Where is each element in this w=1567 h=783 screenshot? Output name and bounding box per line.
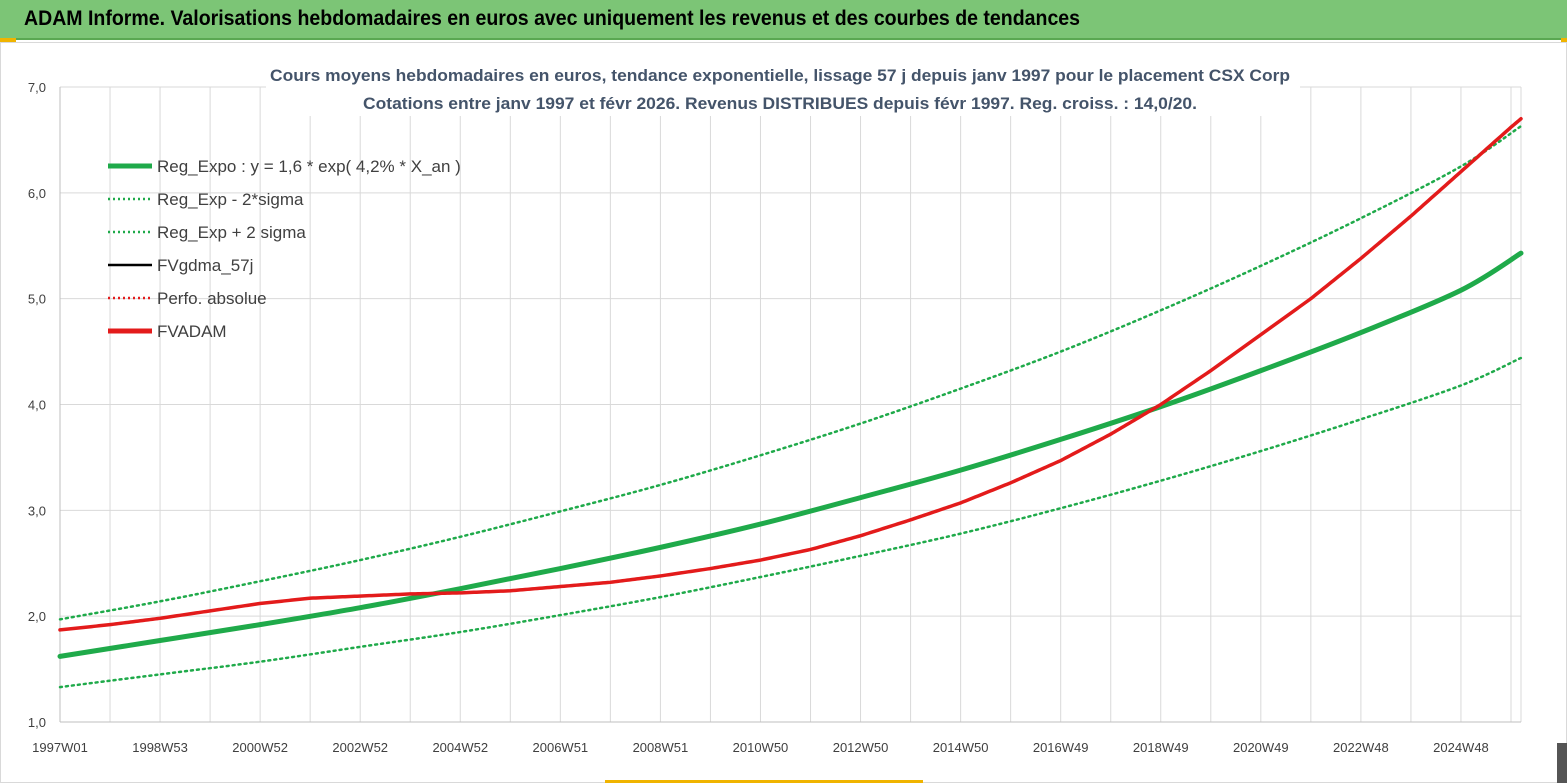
series-line-reg-exp-minus-2-sigma (58, 356, 1523, 689)
x-tick-label: 2006W51 (533, 740, 589, 755)
x-tick-label: 2022W48 (1333, 740, 1389, 755)
x-tick-label: 1998W53 (132, 740, 188, 755)
x-tick-label: 2024W48 (1433, 740, 1489, 755)
chart-title-background (266, 62, 1300, 116)
legend-label: FVADAM (157, 322, 227, 341)
y-tick-label: 1,0 (28, 715, 46, 730)
accent-mark-top-left (0, 38, 16, 42)
chart-frame (0, 42, 1567, 783)
page-title: ADAM Informe. Valorisations hebdomadaire… (24, 7, 1081, 30)
x-tick-label: 2004W52 (432, 740, 488, 755)
x-tick-label: 2016W49 (1033, 740, 1089, 755)
x-tick-label: 2008W51 (633, 740, 689, 755)
accent-mark-bottom (605, 780, 923, 783)
legend-label: Perfo. absolue (157, 289, 267, 308)
chart-title-line-1: Cours moyens hebdomadaires en euros, ten… (270, 66, 1290, 85)
grid-layer (59, 86, 1522, 723)
x-tick-label: 2014W50 (933, 740, 989, 755)
x-tick-label: 2010W50 (733, 740, 789, 755)
x-tick-label: 2012W50 (833, 740, 889, 755)
x-tick-label: 2020W49 (1233, 740, 1289, 755)
legend: Reg_Expo : y = 1,6 * exp( 4,2% * X_an ) R… (108, 157, 461, 341)
accent-mark-bottom-right (1557, 743, 1567, 783)
legend-label: Reg_Expo : y = 1,6 * exp( 4,2% * X_an ) (157, 157, 461, 176)
legend-label: Reg_Exp + 2 sigma (157, 223, 306, 242)
legend-label: FVgdma_57j (157, 256, 253, 275)
series-line-reg-exp-plus-2-sigma (58, 124, 1523, 621)
y-tick-label: 7,0 (28, 80, 46, 95)
ticks-layer: 1,0 2,0 3,0 4,0 5,0 6,0 7,0 1997W01 1998W53 2000W… (28, 80, 1489, 755)
x-tick-label: 2000W52 (232, 740, 288, 755)
header-banner: ADAM Informe. Valorisations hebdomadaire… (0, 0, 1567, 40)
x-tick-label: 2018W49 (1133, 740, 1189, 755)
y-tick-label: 6,0 (28, 186, 46, 201)
y-tick-label: 2,0 (28, 609, 46, 624)
series-line-fvadam (58, 117, 1523, 632)
y-tick-label: 4,0 (28, 398, 46, 413)
series-line-reg-expo (57, 250, 1524, 659)
legend-label: Reg_Exp - 2*sigma (157, 190, 304, 209)
x-tick-label: 1997W01 (32, 740, 88, 755)
series-layer (57, 117, 1524, 689)
chart-title-line-2: Cotations entre janv 1997 et févr 2026. … (363, 94, 1197, 113)
x-tick-label: 2002W52 (332, 740, 388, 755)
y-tick-label: 3,0 (28, 503, 46, 518)
y-tick-label: 5,0 (28, 292, 46, 307)
